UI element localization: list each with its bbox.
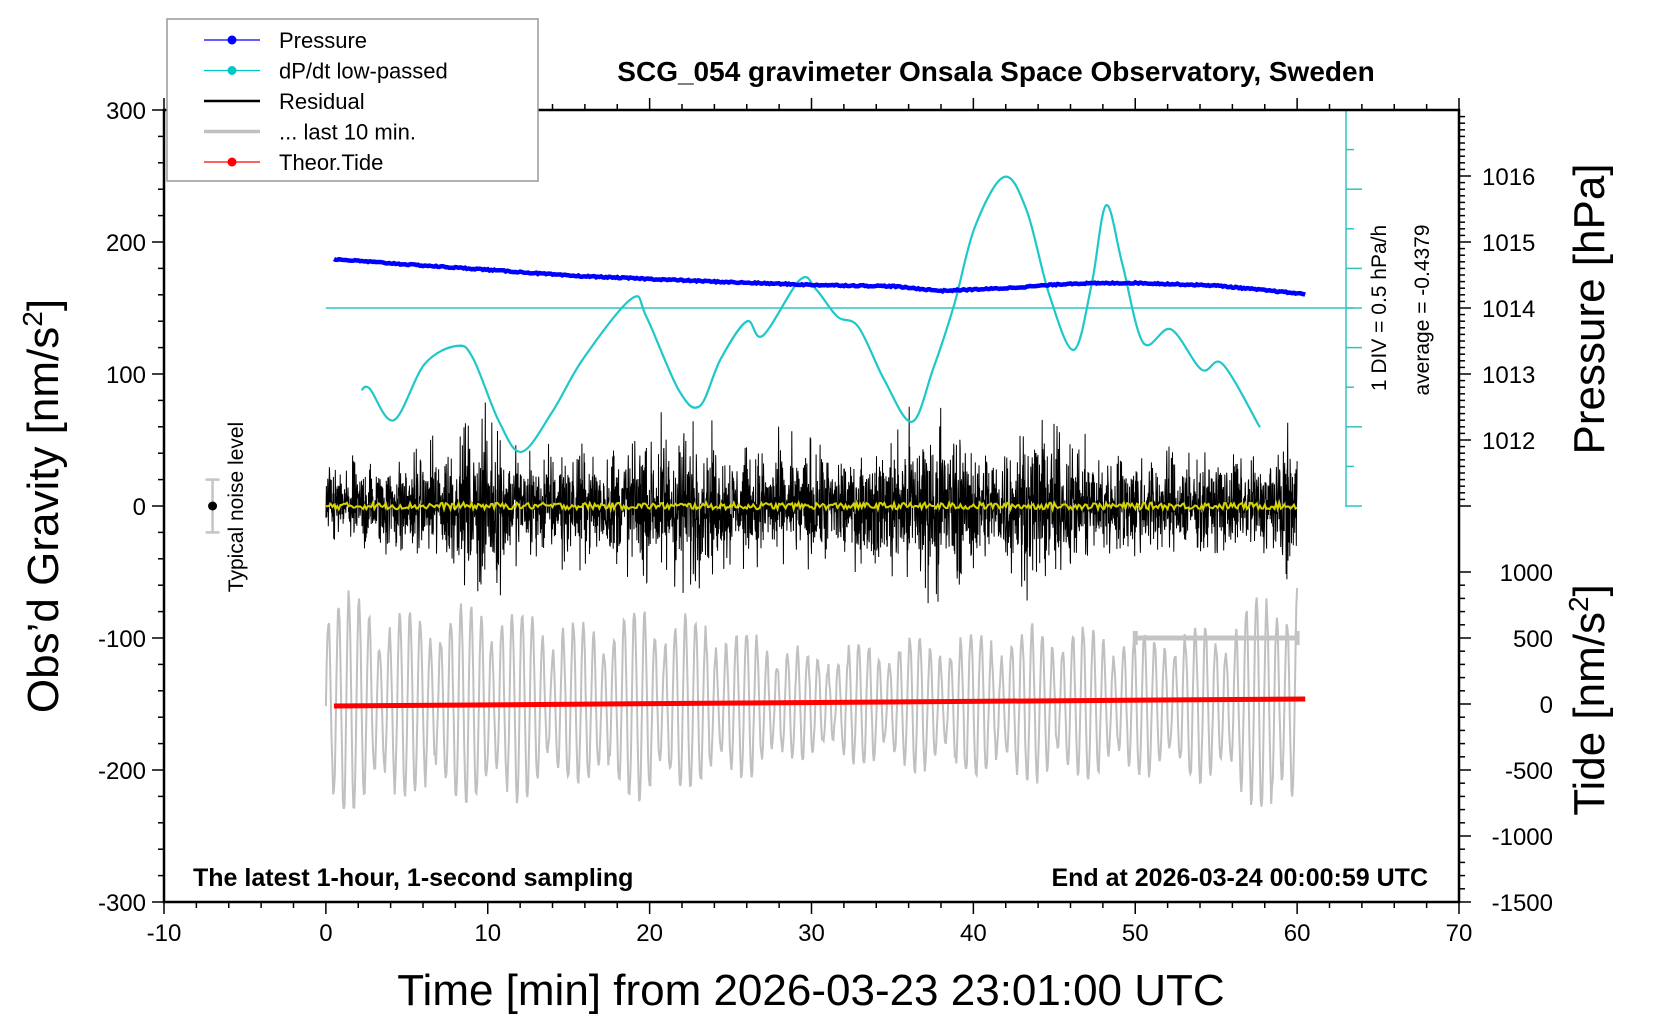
legend-label: Pressure <box>279 28 367 53</box>
chart-title: SCG_054 gravimeter Onsala Space Observat… <box>617 56 1374 87</box>
tide-series-line <box>333 696 1306 709</box>
y-tick-label-pressure: 1012 <box>1482 428 1535 455</box>
y-tick-label-left: 100 <box>106 362 146 389</box>
legend-marker <box>227 35 237 45</box>
legend-label: Theor.Tide <box>279 150 383 175</box>
x-tick-label: 50 <box>1122 920 1149 947</box>
y-tick-label-tide: 500 <box>1513 626 1553 653</box>
noise-level-label: Typical noise level <box>225 422 248 592</box>
legend-label: ... last 10 min. <box>279 120 416 145</box>
legend-marker <box>227 157 237 167</box>
x-tick-label: 20 <box>636 920 663 947</box>
y-tick-label-pressure: 1016 <box>1482 164 1535 191</box>
last10-series-line <box>324 588 1299 810</box>
residual-series-line <box>325 402 1298 604</box>
y-tick-label-left: 0 <box>133 494 146 521</box>
y-tick-label-pressure: 1013 <box>1482 362 1535 389</box>
noise-level-point <box>208 501 218 511</box>
x-tick-label: 40 <box>960 920 987 947</box>
x-tick-label: 30 <box>798 920 825 947</box>
y-tick-label-left: 300 <box>106 98 146 125</box>
annotation-end-time: End at 2026-03-24 00:00:59 UTC <box>1051 864 1428 892</box>
y-tick-label-left: -300 <box>98 890 146 917</box>
y-tick-label-left: 200 <box>106 230 146 257</box>
axes: -10 0 10 20 30 40 50 60 703002001000-100-200-300… <box>98 98 1553 947</box>
legend: Pressure dP/dt low-passed Residual ... last… <box>166 18 539 182</box>
y-tick-label-tide: -1000 <box>1492 824 1553 851</box>
x-tick-label: -10 <box>147 920 182 947</box>
y-axis-pressure-label: Pressure [hPa] <box>1565 163 1614 454</box>
legend-marker <box>227 66 237 75</box>
y-tick-label-tide: 1000 <box>1500 560 1553 587</box>
y-tick-label-left: -200 <box>98 758 146 785</box>
y-tick-label-pressure: 1015 <box>1482 230 1535 257</box>
y-axis-tide-label: Tide [nm/s2] <box>1563 584 1614 816</box>
legend-item: Pressure <box>204 28 367 53</box>
x-axis-label: Time [min] from 2026-03-23 23:01:00 UTC <box>397 966 1224 1015</box>
pressure-series-line <box>332 256 1306 297</box>
y-tick-label-tide: -1500 <box>1492 890 1553 917</box>
legend-label: dP/dt low-passed <box>279 59 448 84</box>
y-axis-left-label: Obs’d Gravity [nm/s2] <box>17 299 68 713</box>
x-tick-label: 70 <box>1446 920 1473 947</box>
smoothed-residual-line <box>325 498 1298 514</box>
plot-series <box>205 109 1362 810</box>
annotation-sampling: The latest 1-hour, 1-second sampling <box>193 864 633 892</box>
dpdt-series-line <box>360 175 1261 453</box>
x-tick-label: 60 <box>1284 920 1311 947</box>
dpdt-average-label: average = -0.4379 <box>1411 224 1434 395</box>
legend-label: Residual <box>279 89 365 114</box>
x-tick-label: 0 <box>319 920 332 947</box>
x-tick-label: 10 <box>474 920 501 947</box>
y-tick-label-tide: 0 <box>1540 692 1553 719</box>
dpdt-scale-label: 1 DIV = 0.5 hPa/h <box>1368 225 1391 391</box>
legend-item: Residual <box>204 89 365 114</box>
legend-item: Theor.Tide <box>204 150 383 175</box>
y-tick-label-tide: -500 <box>1505 758 1553 785</box>
y-tick-label-pressure: 1014 <box>1482 296 1535 323</box>
legend-item: ... last 10 min. <box>204 120 416 145</box>
y-tick-label-left: -100 <box>98 626 146 653</box>
legend-item: dP/dt low-passed <box>204 59 448 84</box>
